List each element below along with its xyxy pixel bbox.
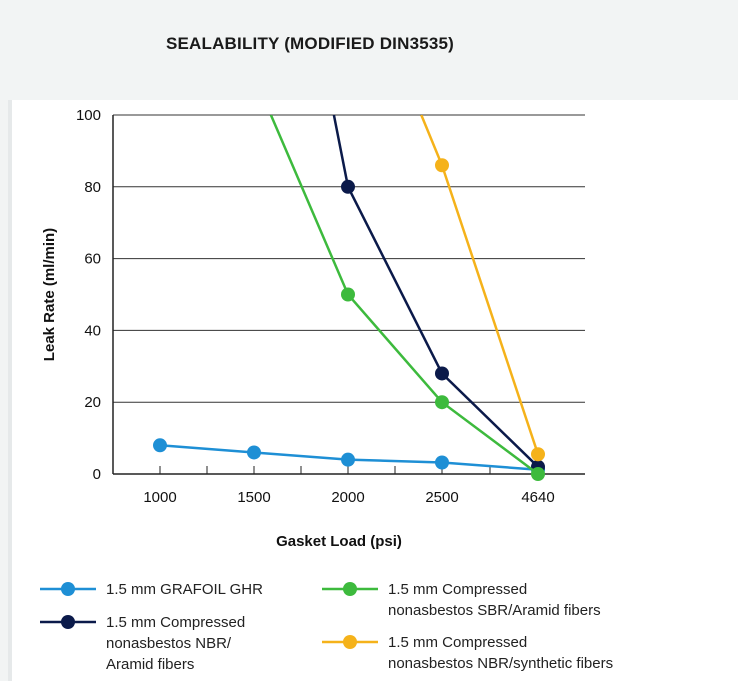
y-tick-label: 100: [76, 107, 101, 124]
data-point: [341, 287, 355, 302]
data-point: [435, 455, 449, 470]
x-tick-label: 1000: [143, 489, 176, 506]
series-4: [420, 115, 545, 462]
left-rule: [8, 100, 12, 681]
legend-swatch-marker: [61, 582, 75, 596]
axes: [112, 115, 585, 475]
series-group: [153, 115, 545, 481]
y-tick-label: 60: [84, 251, 101, 268]
data-point: [435, 366, 449, 381]
data-point: [341, 452, 355, 467]
y-tick-label: 80: [84, 179, 101, 196]
grid-lines: [113, 114, 585, 403]
x-tick-label: 4640: [521, 489, 554, 506]
chart-title: SEALABILITY (MODIFIED DIN3535): [165, 34, 455, 53]
legend-item: 1.5 mm GRAFOIL GHR: [40, 581, 263, 598]
data-point: [247, 445, 261, 460]
series-line: [269, 115, 539, 476]
data-point: [531, 467, 545, 481]
data-point: [435, 395, 449, 410]
legend-item: 1.5 mm Compressed nonasbestos SBR/Aramid …: [322, 581, 601, 619]
y-axis-label: Leak Rate (ml/min): [41, 228, 58, 361]
legend-label: 1.5 mm Compressed nonasbestos SBR/Aramid …: [388, 581, 601, 619]
chart-panel: [8, 100, 738, 681]
tick-labels: 0 20 40 60 80 100 1000 1500 2000 2500 4640: [76, 107, 555, 506]
legend-item: 1.5 mm Compressed nonasbestos NBR/Aramid …: [40, 614, 245, 673]
legend-item: 1.5 mm Compressed nonasbestos NBR/synthet…: [322, 634, 613, 672]
series-3: [269, 115, 545, 481]
series-line: [332, 115, 539, 468]
data-point: [435, 158, 449, 173]
legend: 1.5 mm GRAFOIL GHR 1.5 mm Compressed nonas…: [40, 581, 613, 673]
legend-swatch-marker: [61, 615, 75, 629]
x-axis-label: Gasket Load (psi): [276, 533, 402, 550]
x-tick-label: 2000: [331, 489, 364, 506]
y-tick-label: 20: [84, 394, 101, 411]
y-tick-label: 40: [84, 322, 101, 339]
legend-swatch-marker: [343, 635, 357, 649]
data-point: [341, 179, 355, 194]
x-tick-label: 2500: [425, 489, 458, 506]
y-tick-label: 0: [93, 466, 101, 483]
legend-swatch-marker: [343, 582, 357, 596]
legend-label: 1.5 mm Compressed nonasbestos NBR/synthet…: [388, 634, 613, 672]
data-point: [531, 447, 545, 462]
x-tick-label: 1500: [237, 489, 270, 506]
legend-label: 1.5 mm GRAFOIL GHR: [106, 581, 263, 598]
data-point: [153, 438, 167, 453]
legend-label: 1.5 mm Compressed nonasbestos NBR/Aramid …: [106, 614, 245, 673]
series-1: [153, 438, 545, 477]
